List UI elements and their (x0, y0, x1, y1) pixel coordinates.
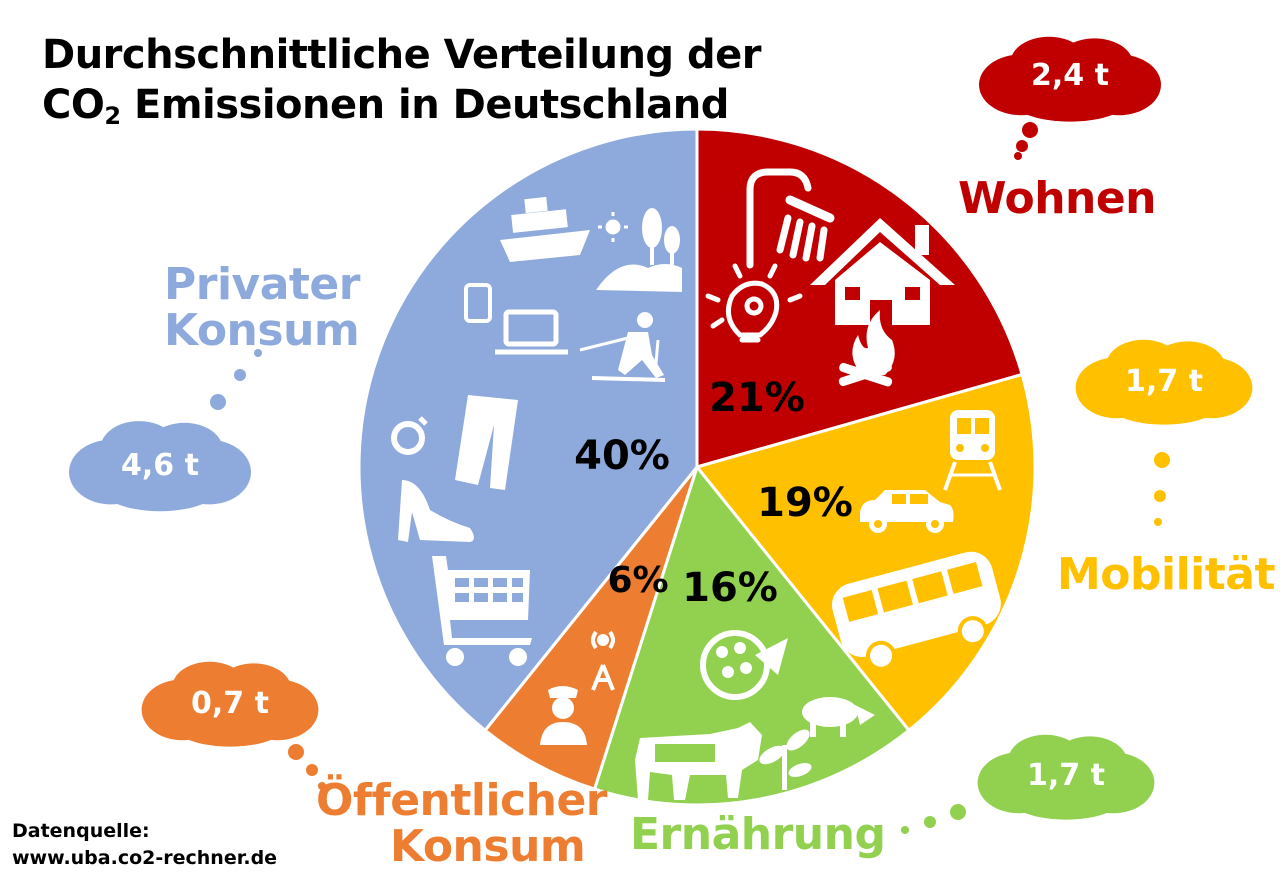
amount-mobilitaet: 1,7 t (1125, 364, 1203, 399)
fire-icon (838, 310, 895, 387)
skier-icon (579, 312, 666, 382)
house-icon (810, 218, 955, 325)
source-url: www.uba.co2-rechner.de (12, 847, 278, 869)
pie-slice-mobilitaet (694, 372, 1037, 733)
category-label-ernaehrung: Ernährung (630, 809, 886, 860)
sun-icon (598, 212, 628, 242)
amount-oeffentlicher-konsum: 0,7 t (191, 686, 269, 721)
amount-privater-konsum: 4,6 t (121, 448, 199, 483)
shopping-cart-icon (432, 556, 532, 666)
chart-title: Durchschnittliche Verteilung der CO2 Emi… (42, 30, 761, 130)
ring-icon (391, 416, 428, 455)
percent-label-mobilitaet: 19% (757, 480, 853, 526)
category-label-line2: Konsum (390, 821, 586, 872)
car-icon (860, 490, 954, 533)
category-label-privater-konsum: Privater Konsum (164, 262, 360, 354)
laptop-icon (495, 309, 568, 355)
percent-labels: 21% 19% 16% 6% 40% (574, 375, 853, 611)
sprout-icon (759, 729, 812, 790)
high-heel-icon (398, 480, 474, 542)
data-source: Datenquelle: www.uba.co2-rechner.de (12, 818, 277, 872)
source-label: Datenquelle: (12, 820, 150, 842)
shower-icon (746, 168, 835, 269)
cloud-wohnen (979, 36, 1161, 160)
train-icon (943, 410, 1002, 491)
pizza-icon (700, 630, 788, 700)
category-label-line1: Öffentlicher (316, 775, 608, 826)
title-line-2: CO2 Emissionen in Deutschland (42, 80, 761, 130)
category-label-oeffentlicher-konsum: Öffentlicher Konsum (316, 775, 608, 872)
amount-wohnen: 2,4 t (1031, 58, 1109, 93)
category-label-line2: Konsum (164, 305, 360, 356)
percent-label-wohnen: 21% (709, 375, 805, 421)
category-label-line1: Privater (164, 259, 360, 310)
title-line-1: Durchschnittliche Verteilung der (42, 32, 761, 78)
landscape-trees-icon (596, 208, 682, 292)
smartphone-icon (464, 283, 492, 323)
title-rest: Emissionen in Deutschland (120, 82, 729, 128)
percent-label-ernaehrung: 16% (682, 565, 778, 611)
cow-icon (635, 722, 762, 800)
cloud-privater-konsum (69, 349, 262, 512)
police-officer-icon (540, 686, 587, 745)
trousers-icon (455, 395, 518, 490)
cruise-ship-icon (500, 196, 590, 262)
pie-slice-oeffentlicher-konsum (482, 466, 699, 791)
amount-clouds (69, 36, 1253, 834)
amount-ernaehrung: 1,7 t (1027, 758, 1105, 793)
percent-label-oeffentlicher-konsum: 6% (607, 560, 668, 601)
pig-icon (802, 697, 875, 737)
category-label-mobilitaet: Mobilität (1057, 549, 1276, 600)
cloud-oeffentlicher-konsum (141, 661, 326, 790)
bus-icon (831, 551, 1001, 671)
lightbulb-gear-icon (705, 263, 803, 343)
title-subscript: 2 (104, 102, 121, 130)
category-label-wohnen: Wohnen (958, 173, 1157, 224)
percent-label-privater-konsum: 40% (574, 433, 670, 479)
title-co: CO (42, 82, 105, 128)
radio-tower-icon (591, 630, 615, 691)
cloud-mobilitaet (1075, 339, 1253, 526)
cloud-ernaehrung (901, 734, 1155, 834)
